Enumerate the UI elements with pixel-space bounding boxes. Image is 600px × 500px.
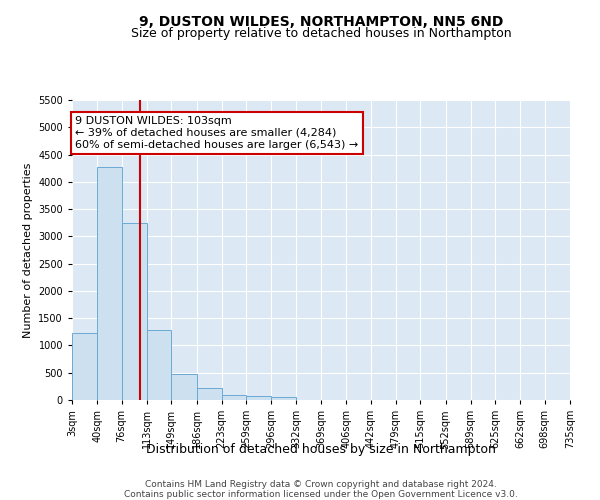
Y-axis label: Number of detached properties: Number of detached properties [23,162,32,338]
Bar [221,394,246,400]
Bar [147,330,172,400]
Bar [197,388,221,400]
Bar [172,374,197,400]
Bar [72,334,97,400]
Text: Distribution of detached houses by size in Northampton: Distribution of detached houses by size … [146,442,496,456]
Text: Size of property relative to detached houses in Northampton: Size of property relative to detached ho… [131,28,511,40]
Bar [271,398,296,400]
Text: Contains HM Land Registry data © Crown copyright and database right 2024.
Contai: Contains HM Land Registry data © Crown c… [124,480,518,500]
Bar [246,396,271,400]
Text: 9, DUSTON WILDES, NORTHAMPTON, NN5 6ND: 9, DUSTON WILDES, NORTHAMPTON, NN5 6ND [139,15,503,29]
Text: 9 DUSTON WILDES: 103sqm
← 39% of detached houses are smaller (4,284)
60% of semi: 9 DUSTON WILDES: 103sqm ← 39% of detache… [76,116,359,150]
Bar [97,166,122,400]
Bar [122,222,147,400]
